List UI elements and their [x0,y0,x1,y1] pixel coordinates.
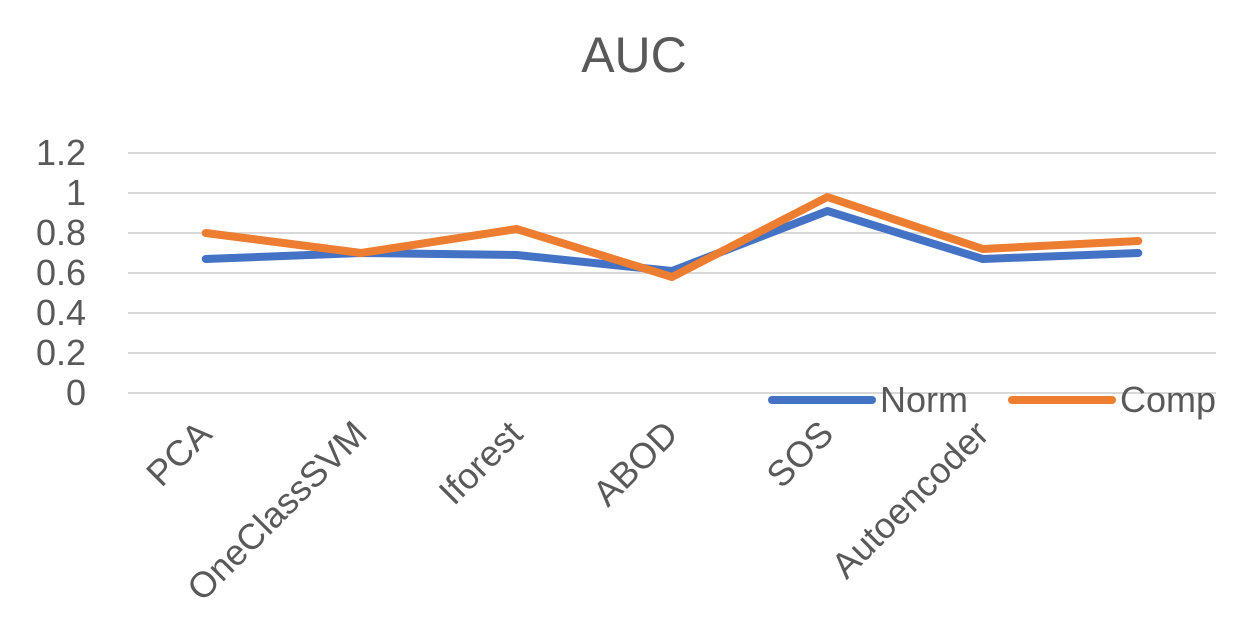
series-lines [206,197,1139,277]
y-tick-label: 0.2 [36,332,86,373]
legend-label-comp: Comp [1120,379,1216,420]
y-tick-label: 0.6 [36,252,86,293]
y-axis-ticks: 00.20.40.60.811.2 [36,132,86,413]
chart-title: AUC [581,27,687,83]
series-line-comp [206,197,1139,277]
y-tick-label: 0 [66,372,86,413]
x-tick-label: ABOD [585,413,686,514]
x-tick-label: Autoencoder [823,413,996,586]
x-tick-label: SOS [758,413,841,496]
series-line-norm [206,211,1139,271]
y-tick-label: 1.2 [36,132,86,173]
x-tick-label: Iforest [430,413,530,513]
y-tick-label: 0.8 [36,212,86,253]
y-tick-label: 1 [66,172,86,213]
y-tick-label: 0.4 [36,292,86,333]
legend-label-norm: Norm [880,379,968,420]
legend: Norm Comp [772,379,1216,420]
x-tick-label: PCA [138,413,219,494]
